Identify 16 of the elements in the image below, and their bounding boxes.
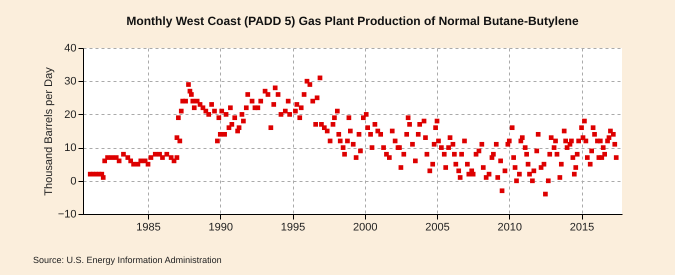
x-tick-label: 2005 <box>425 222 450 234</box>
x-tick-label: 1990 <box>208 222 234 234</box>
x-tick-label: 1985 <box>136 222 161 234</box>
y-tick-label: 0 <box>70 175 76 188</box>
source-note: Source: U.S. Energy Information Administration <box>33 255 222 265</box>
chart-title: Monthly West Coast (PADD 5) Gas Plant Production of Normal Butane-Butylene <box>126 14 579 28</box>
y-axis-title: Thousand Barrels per Day <box>42 66 55 196</box>
y-tick-label: 10 <box>64 142 76 154</box>
x-tick-label: 2000 <box>353 222 378 234</box>
y-tick-label: 40 <box>64 42 76 54</box>
y-tick-label: 30 <box>64 76 76 88</box>
x-tick-label: 1995 <box>280 222 306 234</box>
y-tick-label: 20 <box>64 108 76 121</box>
x-tick-label: 2015 <box>570 222 594 234</box>
y-tick-label: −10 <box>58 208 76 220</box>
x-tick-label: 2010 <box>498 222 522 234</box>
